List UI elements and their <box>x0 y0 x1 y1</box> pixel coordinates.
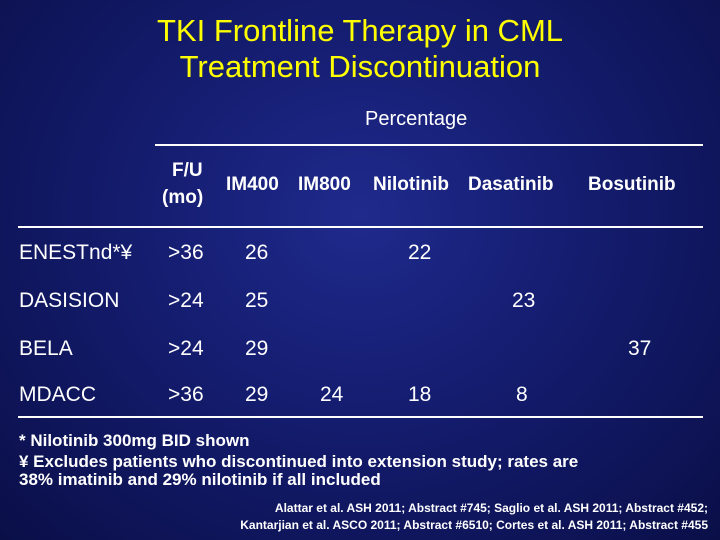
header-bosutinib: Bosutinib <box>588 174 676 195</box>
row-2-study: DASISION <box>19 289 120 312</box>
footnote-2: ¥ Excludes patients who discontinued int… <box>19 452 579 471</box>
header-top-rule <box>155 144 703 146</box>
footnote-1: * Nilotinib 300mg BID shown <box>19 431 250 450</box>
header-nilotinib: Nilotinib <box>373 174 449 195</box>
row-4-im400: 29 <box>245 383 269 406</box>
row-4-nilotinib: 18 <box>408 383 432 406</box>
row-2-dasatinib: 23 <box>512 289 536 312</box>
header-fu-line2: (mo) <box>162 187 204 208</box>
row-1-study: ENESTnd*¥ <box>19 241 133 264</box>
row-3-study: BELA <box>19 337 73 360</box>
row-2-fu: >24 <box>168 289 204 312</box>
header-im400: IM400 <box>226 174 279 195</box>
row-4-study: MDACC <box>19 383 96 406</box>
row-4-im800: 24 <box>320 383 344 406</box>
header-bottom-rule <box>18 226 703 228</box>
percentage-label: Percentage <box>365 108 468 130</box>
row-4-dasatinib: 8 <box>516 383 528 406</box>
row-4-fu: >36 <box>168 383 204 406</box>
row-1-fu: >36 <box>168 241 204 264</box>
row-3-fu: >24 <box>168 337 204 360</box>
row-1-nilotinib: 22 <box>408 241 432 264</box>
row-3-bosutinib: 37 <box>628 337 652 360</box>
row-3-im400: 29 <box>245 337 269 360</box>
row-2-im400: 25 <box>245 289 269 312</box>
title-line-2: Treatment Discontinuation <box>179 49 541 84</box>
references-line-1: Alattar et al. ASH 2011; Abstract #745; … <box>274 501 708 515</box>
references-line-2: Kantarjian et al. ASCO 2011; Abstract #6… <box>240 518 708 532</box>
header-dasatinib: Dasatinib <box>468 174 554 195</box>
footnote-3: 38% imatinib and 29% nilotinib if all in… <box>19 470 381 489</box>
title-line-1: TKI Frontline Therapy in CML <box>156 13 564 48</box>
header-im800: IM800 <box>298 174 351 195</box>
header-fu-line1: F/U <box>172 160 203 181</box>
row-1-im400: 26 <box>245 241 269 264</box>
table-bottom-rule <box>18 416 703 418</box>
